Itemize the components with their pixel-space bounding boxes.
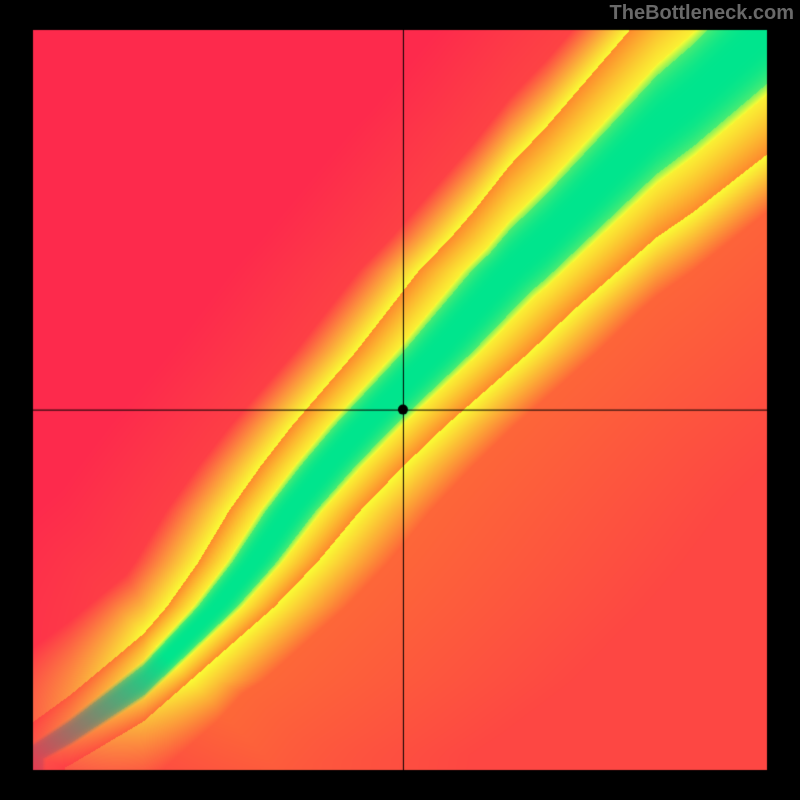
chart-container: TheBottleneck.com [0, 0, 800, 800]
heatmap-canvas [0, 0, 800, 800]
watermark-text: TheBottleneck.com [610, 2, 794, 25]
